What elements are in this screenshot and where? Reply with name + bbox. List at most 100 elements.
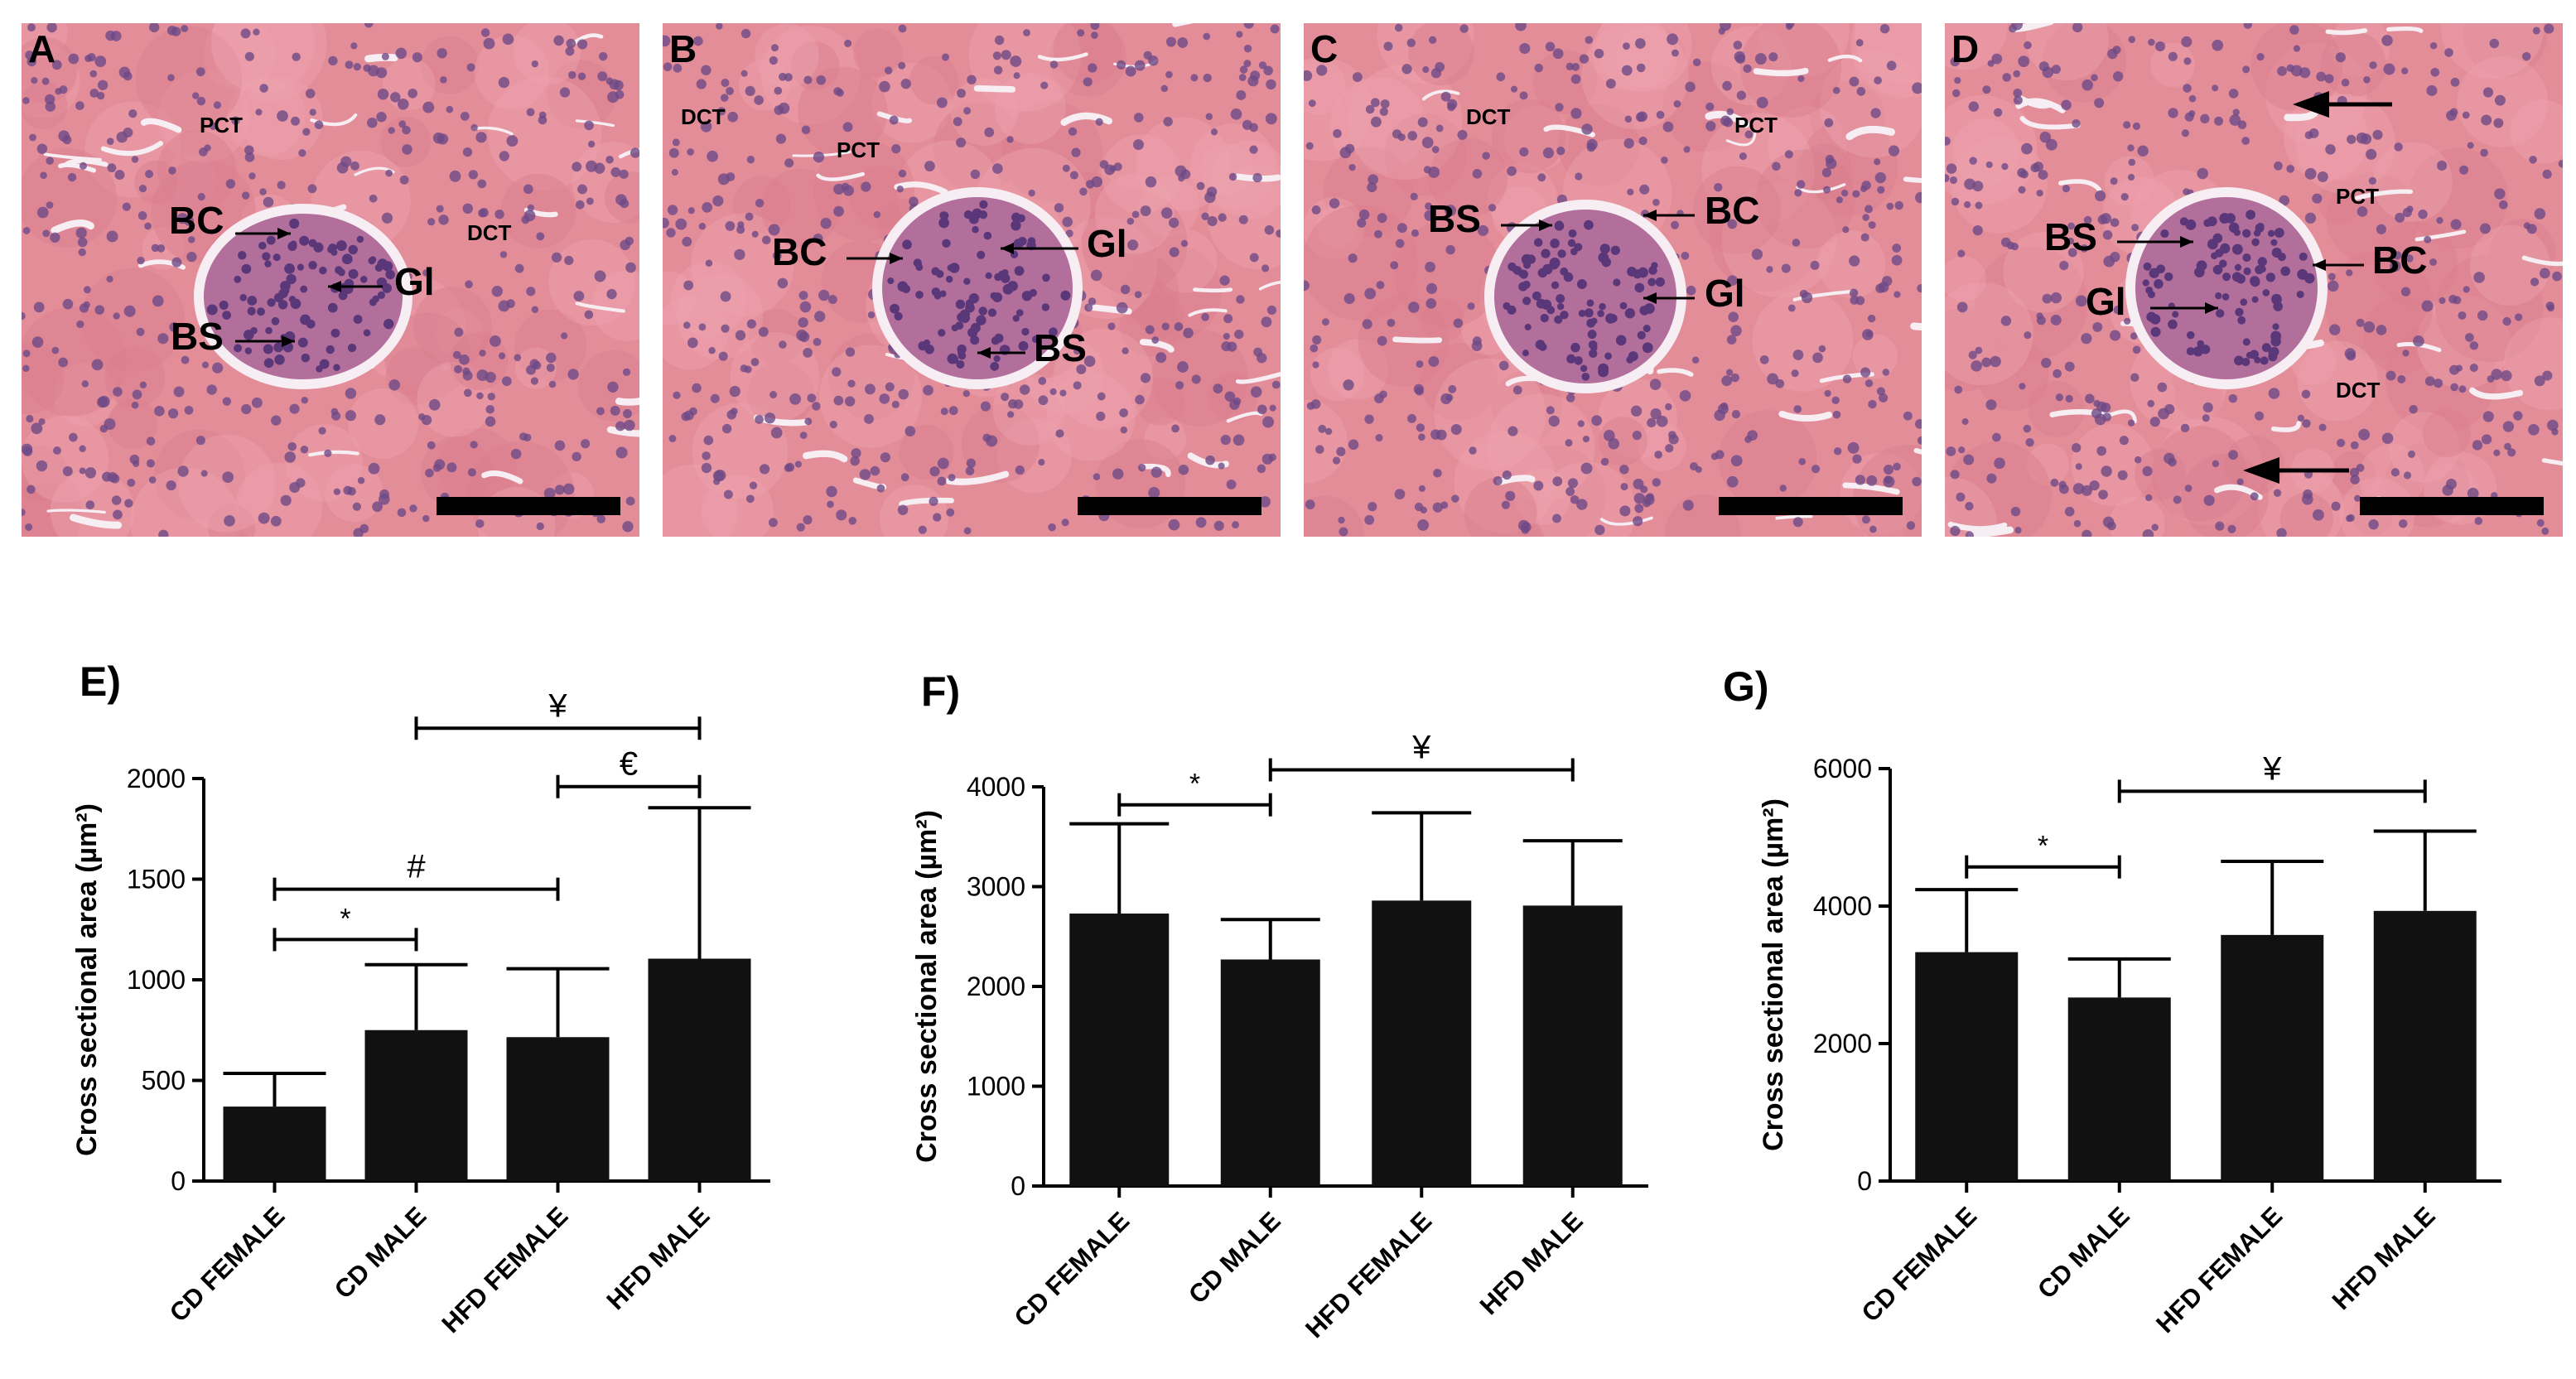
nucleus — [359, 523, 369, 533]
nucleus — [1233, 434, 1245, 446]
nucleus — [2168, 108, 2178, 118]
nucleus — [1632, 431, 1642, 441]
nucleus — [2127, 173, 2135, 181]
glomerular-nucleus — [287, 241, 297, 251]
tissue-texture — [385, 347, 444, 405]
tissue-texture — [2463, 23, 2548, 78]
nucleus — [2168, 51, 2178, 61]
glomerular-nucleus — [1599, 302, 1606, 311]
nucleus — [2458, 385, 2467, 393]
glomerular-nucleus — [368, 257, 376, 265]
nucleus — [402, 144, 412, 155]
nucleus — [46, 157, 54, 165]
nucleus — [1265, 113, 1277, 125]
nucleus — [1772, 162, 1781, 171]
nucleus — [818, 289, 830, 301]
nucleus — [110, 31, 122, 41]
nucleus — [941, 53, 950, 61]
nucleus — [2274, 161, 2283, 171]
nucleus — [566, 38, 576, 49]
nucleus — [25, 523, 33, 531]
nucleus — [2383, 63, 2395, 75]
glomerular-nucleus — [2160, 229, 2169, 239]
nucleus — [598, 51, 608, 61]
nucleus — [2101, 465, 2112, 477]
nucleus — [51, 60, 62, 70]
glomerular-nucleus — [963, 277, 971, 285]
glomerular-nucleus — [327, 302, 338, 313]
tissue-texture — [1945, 441, 2052, 537]
glomerular-nucleus — [1647, 277, 1657, 287]
nucleus — [1519, 147, 1529, 157]
nucleus — [1266, 79, 1276, 90]
nucleus — [2256, 53, 2265, 61]
nucleus — [744, 365, 752, 374]
nucleus — [970, 169, 981, 180]
nucleus — [22, 443, 33, 456]
nucleus — [2137, 145, 2149, 157]
nucleus — [702, 202, 713, 213]
nucleus — [564, 255, 574, 266]
glomerular-nucleus — [2261, 343, 2271, 353]
nucleus — [668, 147, 679, 158]
nucleus — [1104, 164, 1116, 176]
glomerular-nucleus — [243, 329, 254, 340]
nucleus — [1165, 70, 1173, 79]
tissue-texture — [818, 345, 923, 448]
y-tick-label: 4000 — [1813, 891, 1872, 921]
micrograph-label-gl: Gl — [2086, 280, 2126, 323]
nucleus — [1842, 226, 1850, 234]
nucleus — [900, 473, 909, 482]
nucleus — [318, 427, 326, 435]
nucleus — [705, 259, 713, 268]
nucleus — [1085, 180, 1095, 189]
glomerular-nucleus — [1570, 342, 1580, 353]
nucleus — [620, 199, 630, 209]
nucleus — [1832, 410, 1841, 419]
nucleus — [1685, 81, 1696, 93]
nucleus — [937, 457, 949, 470]
nucleus — [833, 183, 845, 195]
tissue-texture — [1752, 290, 1854, 392]
nucleus — [309, 108, 316, 116]
nucleus — [749, 481, 758, 489]
nucleus — [200, 470, 208, 477]
tissue-texture — [2003, 231, 2084, 313]
nucleus — [610, 167, 621, 177]
nucleus — [721, 79, 730, 88]
nucleus — [480, 28, 490, 37]
nucleus — [1038, 395, 1049, 406]
tubule-lumen — [1193, 287, 1233, 293]
nucleus — [2112, 46, 2121, 55]
nucleus — [22, 350, 31, 358]
nucleus — [96, 91, 105, 100]
nucleus — [2065, 394, 2073, 403]
nucleus — [2050, 314, 2062, 325]
nucleus — [1249, 253, 1259, 263]
nucleus — [1794, 189, 1802, 197]
nucleus — [761, 235, 771, 244]
nucleus — [2469, 363, 2478, 373]
nucleus — [1577, 420, 1585, 427]
nucleus — [1062, 164, 1070, 172]
nucleus — [1428, 356, 1440, 367]
glomerular-nucleus — [2186, 347, 2195, 356]
nucleus — [1619, 465, 1629, 475]
nucleus — [139, 381, 147, 388]
nucleus — [700, 121, 712, 133]
panel-letter-b: B — [669, 27, 697, 70]
nucleus — [994, 35, 1005, 46]
glomerular-nucleus — [308, 261, 317, 270]
glomerular-nucleus — [1613, 278, 1621, 287]
micrograph-panel-a: PCT DCT BC Gl BS A — [22, 23, 639, 537]
glomerular-nucleus — [1524, 323, 1532, 330]
nucleus — [2094, 98, 2105, 108]
nucleus — [2014, 527, 2022, 534]
nucleus — [1963, 454, 1975, 465]
nucleus — [2212, 84, 2219, 92]
nucleus — [2357, 206, 2368, 217]
glomerular-nucleus — [1049, 327, 1058, 337]
nucleus — [956, 137, 967, 148]
nucleus — [2448, 294, 2458, 304]
glomerular-nucleus — [998, 272, 1007, 281]
